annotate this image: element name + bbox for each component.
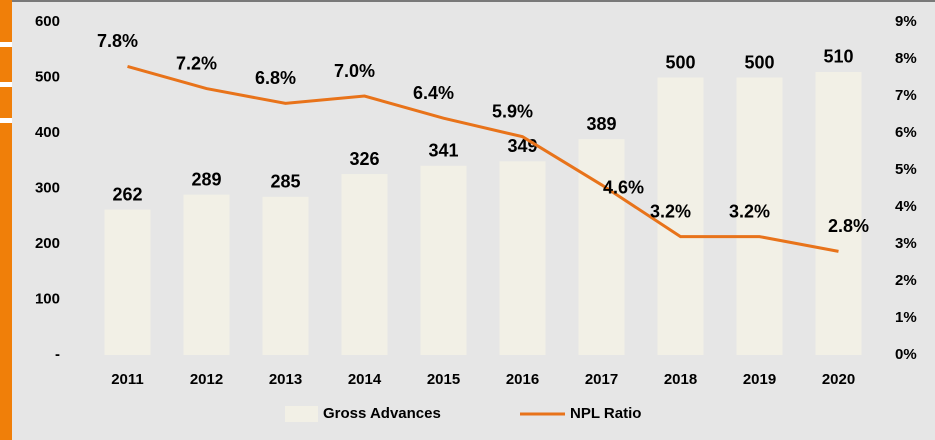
bar-value-label: 349 [507,136,537,156]
y-tick-label: 300 [35,179,60,196]
bar-value-label: 500 [665,52,695,72]
line-value-label: 6.8% [255,68,296,88]
legend-label: Gross Advances [323,405,441,422]
x-tick-label: 2016 [506,371,539,388]
bar [104,209,151,355]
y-tick-label: 100 [35,290,60,307]
x-tick-label: 2019 [743,371,776,388]
line-value-label: 4.6% [603,178,644,198]
bar-value-label: 289 [191,169,221,189]
bar [341,174,388,355]
bar-value-label: 285 [270,172,300,192]
bar-value-label: 326 [349,149,379,169]
line-value-label: 6.4% [413,83,454,103]
legend-swatch [285,406,318,422]
x-tick-label: 2014 [348,371,382,388]
x-tick-label: 2020 [822,371,855,388]
bar [736,77,783,355]
y2-tick-label: 2% [895,272,917,289]
x-tick-label: 2018 [664,371,697,388]
line-value-label: 7.0% [334,61,375,81]
y2-tick-label: 0% [895,346,917,363]
line-value-label: 5.9% [492,101,533,121]
y-tick-label: - [55,346,60,363]
x-tick-label: 2011 [111,371,144,388]
bar-value-label: 389 [586,114,616,134]
bar-value-label: 341 [428,140,458,160]
strip-gap [0,82,12,87]
x-tick-label: 2012 [190,371,223,388]
legend-label: NPL Ratio [570,405,641,422]
bar [499,161,546,355]
x-tick-label: 2013 [269,371,302,388]
strip-gap [0,118,12,123]
y-tick-label: 400 [35,124,60,141]
bar [657,77,704,355]
bar [420,165,467,355]
y2-tick-label: 1% [895,309,917,326]
y-tick-label: 500 [35,68,60,85]
x-tick-label: 2017 [585,371,618,388]
bar-value-label: 510 [823,47,853,67]
y2-tick-label: 9% [895,13,917,30]
line-value-label: 3.2% [650,201,691,221]
line-value-label: 7.8% [97,31,138,51]
bar-value-label: 500 [744,52,774,72]
y2-tick-label: 4% [895,198,917,215]
y2-tick-label: 3% [895,235,917,252]
bar [815,71,862,355]
bar [183,194,230,355]
x-tick-label: 2015 [427,371,460,388]
y2-tick-label: 5% [895,161,917,178]
line-value-label: 2.8% [828,216,869,236]
bar [578,139,625,355]
y2-tick-label: 8% [895,50,917,67]
line [127,64,839,253]
bar [262,196,309,355]
y2-tick-label: 6% [895,124,917,141]
y-tick-label: 600 [35,13,60,30]
line-value-label: 7.2% [176,53,217,73]
strip-gap [0,42,12,47]
side-strip [0,0,12,440]
y2-tick-label: 7% [895,87,917,104]
y-tick-label: 200 [35,235,60,252]
bar-value-label: 262 [112,184,142,204]
line-value-label: 3.2% [729,201,770,221]
